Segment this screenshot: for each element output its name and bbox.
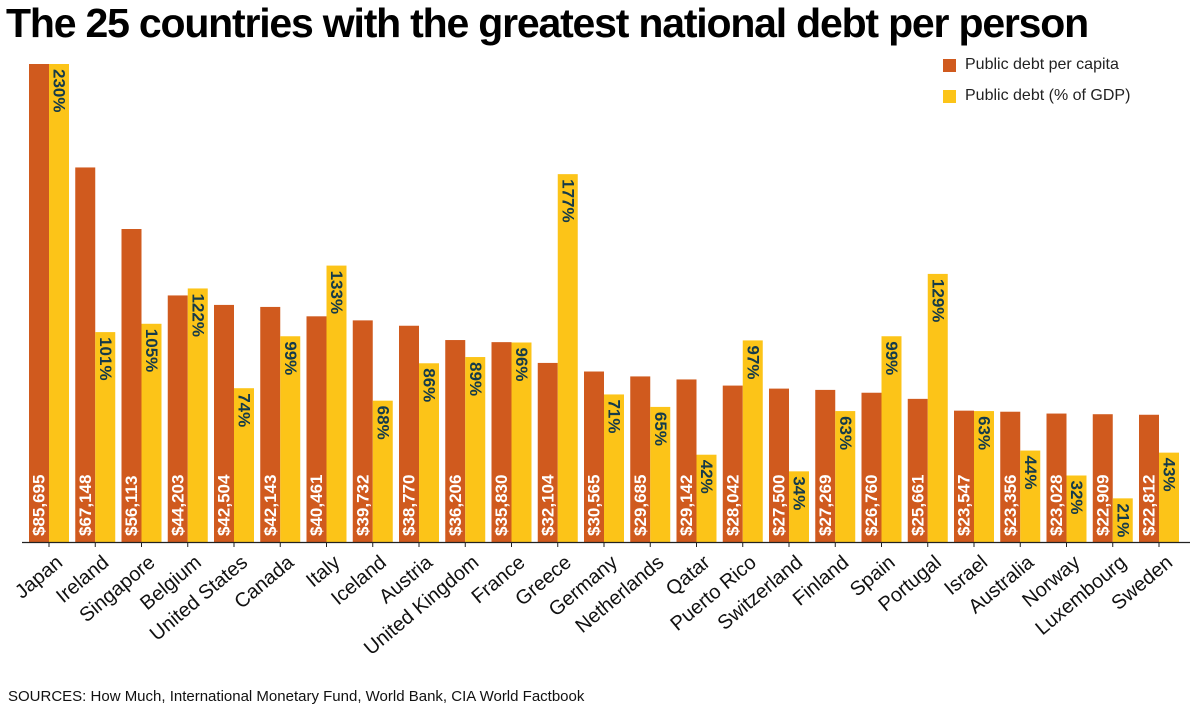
bar-pct-gdp-greece: [558, 174, 578, 542]
bar-pct-gdp-japan: [49, 64, 69, 542]
label-pct-gdp-puerto-rico: 97%: [743, 345, 762, 379]
label-per-capita-germany: $30,565: [585, 475, 604, 536]
label-per-capita-iceland: $39,732: [353, 475, 372, 536]
label-pct-gdp-italy: 133%: [327, 271, 346, 314]
legend-label-pct-gdp: Public debt (% of GDP): [965, 87, 1130, 105]
label-per-capita-italy: $40,461: [307, 475, 326, 536]
label-per-capita-ireland: $67,148: [76, 475, 95, 536]
label-per-capita-singapore: $56,113: [122, 475, 141, 536]
label-pct-gdp-luxembourg: 21%: [1113, 503, 1132, 537]
legend-item-pct-gdp: Public debt (% of GDP): [943, 85, 1130, 107]
label-pct-gdp-sweden: 43%: [1160, 458, 1179, 492]
label-per-capita-united-states: $42,504: [215, 474, 234, 536]
label-per-capita-australia: $23,356: [1001, 475, 1020, 536]
label-pct-gdp-spain: 99%: [882, 341, 901, 375]
label-per-capita-luxembourg: $22,909: [1093, 475, 1112, 536]
label-pct-gdp-finland: 63%: [836, 416, 855, 450]
label-pct-gdp-singapore: 105%: [142, 329, 161, 372]
label-pct-gdp-iceland: 68%: [373, 406, 392, 440]
label-per-capita-switzerland: $27,500: [770, 475, 789, 536]
label-pct-gdp-netherlands: 65%: [651, 412, 670, 446]
label-pct-gdp-belgium: 122%: [188, 293, 207, 336]
label-per-capita-belgium: $44,203: [168, 475, 187, 536]
legend-swatch-per-capita: [943, 59, 956, 72]
label-pct-gdp-canada: 99%: [281, 341, 300, 375]
label-per-capita-puerto-rico: $28,042: [723, 475, 742, 536]
label-per-capita-israel: $23,547: [955, 475, 974, 536]
label-per-capita-qatar: $29,142: [677, 475, 696, 536]
label-pct-gdp-portugal: 129%: [928, 279, 947, 322]
label-pct-gdp-austria: 86%: [420, 368, 439, 402]
bar-per-capita-japan: [29, 64, 49, 542]
legend-item-per-capita: Public debt per capita: [943, 54, 1130, 76]
label-per-capita-norway: $23,028: [1047, 475, 1066, 536]
legend-swatch-pct-gdp: [943, 90, 956, 103]
label-pct-gdp-united-kingdom: 89%: [466, 362, 485, 396]
label-per-capita-spain: $26,760: [862, 475, 881, 536]
label-per-capita-canada: $42,143: [261, 475, 280, 536]
label-per-capita-austria: $38,770: [400, 475, 419, 536]
label-pct-gdp-japan: 230%: [50, 69, 69, 112]
label-per-capita-portugal: $25,661: [908, 475, 927, 536]
label-per-capita-netherlands: $29,685: [631, 475, 650, 536]
label-pct-gdp-israel: 63%: [975, 416, 994, 450]
label-pct-gdp-ireland: 101%: [96, 337, 115, 380]
label-per-capita-finland: $27,269: [816, 475, 835, 536]
label-pct-gdp-norway: 32%: [1067, 480, 1086, 514]
label-pct-gdp-australia: 44%: [1021, 456, 1040, 490]
label-pct-gdp-switzerland: 34%: [790, 476, 809, 510]
label-per-capita-japan: $85,695: [30, 475, 49, 536]
label-per-capita-france: $35,830: [492, 475, 511, 536]
legend: Public debt per capita Public debt (% of…: [943, 54, 1130, 116]
label-pct-gdp-greece: 177%: [558, 179, 577, 222]
label-per-capita-united-kingdom: $36,206: [446, 475, 465, 536]
label-pct-gdp-united-states: 74%: [235, 393, 254, 427]
label-pct-gdp-france: 96%: [512, 347, 531, 381]
label-per-capita-greece: $32,104: [538, 474, 557, 536]
label-per-capita-sweden: $22,812: [1140, 475, 1159, 536]
label-pct-gdp-qatar: 42%: [697, 460, 716, 494]
label-pct-gdp-germany: 71%: [605, 399, 624, 433]
legend-label-per-capita: Public debt per capita: [965, 56, 1119, 74]
sources-note: SOURCES: How Much, International Monetar…: [8, 688, 584, 705]
